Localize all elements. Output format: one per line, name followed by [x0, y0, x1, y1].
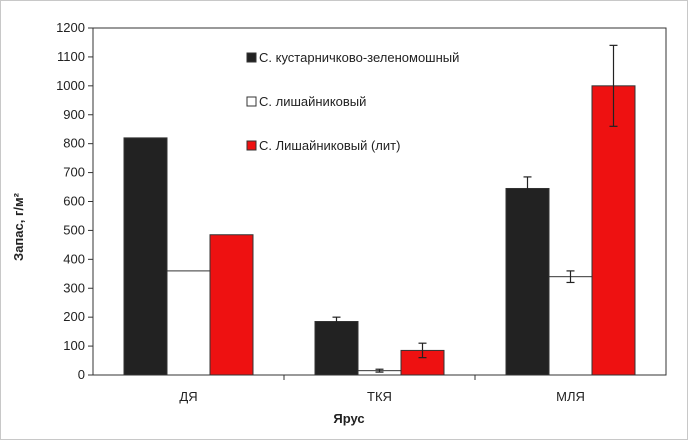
legend-swatch-3: [246, 140, 257, 151]
x-tick-label: МЛЯ: [556, 389, 585, 404]
legend-swatch-1: [246, 52, 257, 63]
x-axis-title: Ярус: [333, 411, 364, 426]
legend-label-3: С. Лишайниковый (лит): [259, 138, 400, 153]
y-tick-label: 200: [63, 309, 85, 324]
y-tick-label: 100: [63, 338, 85, 353]
y-tick-label: 1000: [56, 78, 85, 93]
bar-1-3: [505, 187, 550, 376]
x-tick-label: ДЯ: [179, 389, 197, 404]
bar-3-1: [209, 234, 254, 376]
y-axis-title: Запас, г/м²: [11, 192, 26, 261]
axes-layer: 0 100 200 300 400 500 600 700 800 900 1000 1100 1200…: [56, 20, 667, 404]
bar-2-3: [548, 276, 593, 376]
legend-label-1: С. кустарничково-зеленомошный: [259, 50, 459, 65]
legend-label-2: С. лишайниковый: [259, 94, 366, 109]
y-tick-label: 0: [78, 367, 85, 382]
y-tick-label: 500: [63, 222, 85, 237]
bar-3-3: [591, 85, 636, 376]
bar-1-2: [314, 321, 359, 376]
y-tick-label: 800: [63, 136, 85, 151]
bar-2-1: [166, 270, 211, 376]
y-tick-label: 400: [63, 251, 85, 266]
y-tick-label: 600: [63, 194, 85, 209]
y-tick-label: 700: [63, 165, 85, 180]
x-tick-label: ТКЯ: [367, 389, 392, 404]
legend-swatch-2: [246, 96, 257, 107]
legend: С. кустарничково-зеленомошный С. лишайник…: [246, 50, 459, 153]
bars-layer: [123, 44, 636, 376]
bar-1-1: [123, 137, 168, 376]
y-tick-label: 300: [63, 280, 85, 295]
y-tick-label: 1100: [57, 49, 85, 64]
y-tick-label: 1200: [56, 20, 85, 35]
y-tick-label: 900: [63, 107, 85, 122]
